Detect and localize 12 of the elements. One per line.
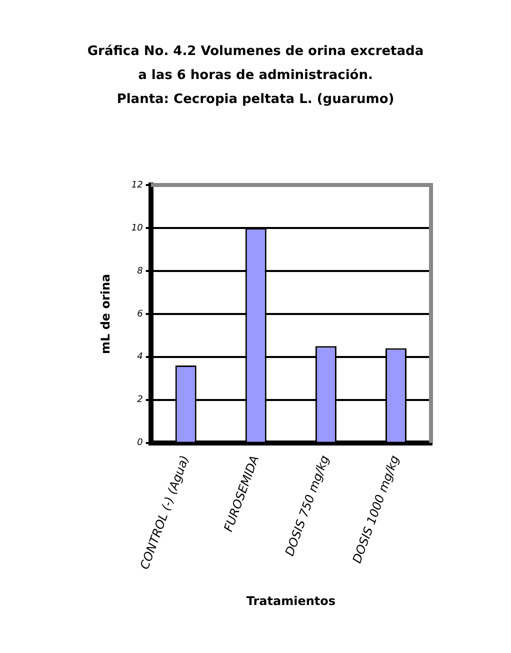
- y-tick-label: 8: [137, 266, 144, 276]
- x-tick-label: DOSIS 1000 mg/kg: [350, 453, 402, 565]
- y-axis-title: mL de orina: [98, 274, 112, 354]
- y-tick-label: 12: [131, 180, 144, 190]
- x-axis-title: Tratamientos: [246, 594, 336, 608]
- y-tick-label: 6: [137, 309, 144, 320]
- chart-title: Gráfica No. 4.2 Volumenes de orina excretada a las 6 horas de administración. Planta: Cecropia peltata L. (guarumo): [86, 43, 425, 109]
- y-tick-label: 4: [137, 352, 144, 362]
- y-tick-label: 0: [137, 438, 144, 448]
- y-tick-label: 10: [131, 223, 144, 234]
- x-tick-label: DOSIS 750 mg/kg: [282, 453, 332, 558]
- y-tick-label: 2: [137, 395, 144, 406]
